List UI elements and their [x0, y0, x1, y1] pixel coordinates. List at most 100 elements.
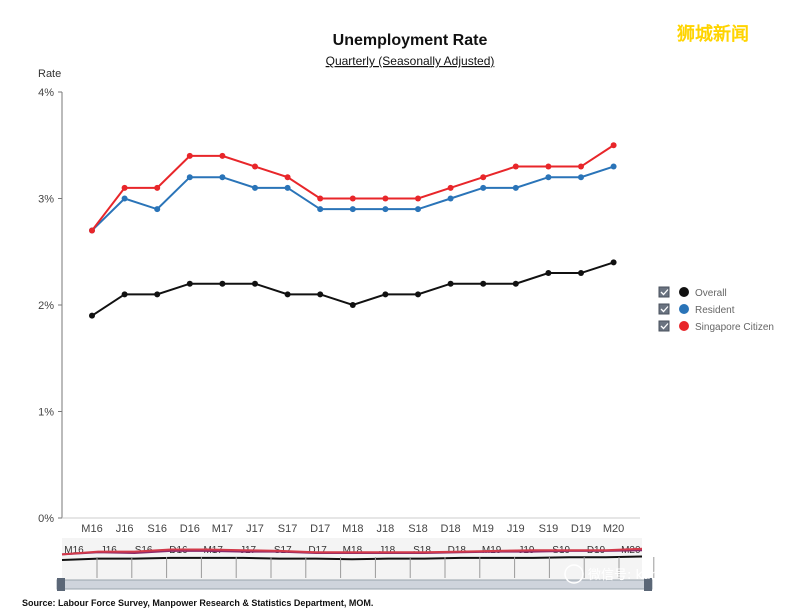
data-point[interactable]	[545, 163, 552, 170]
series-layer	[89, 142, 617, 319]
data-point[interactable]	[317, 195, 324, 202]
x-tick-label: M18	[342, 523, 363, 535]
data-point[interactable]	[89, 227, 95, 234]
data-point[interactable]	[512, 163, 519, 170]
x-tick-label: S18	[408, 523, 428, 535]
series-line	[91, 144, 615, 232]
x-tick-label: M20	[603, 523, 624, 535]
legend-label: Resident	[695, 305, 735, 316]
data-point[interactable]	[349, 206, 356, 213]
data-point[interactable]	[252, 280, 258, 287]
x-tick-label: D19	[571, 523, 591, 535]
data-point[interactable]	[284, 174, 291, 181]
data-point[interactable]	[252, 184, 258, 191]
navigator-left-handle[interactable]	[57, 578, 65, 591]
data-point[interactable]	[121, 184, 128, 191]
y-tick-label: 4%	[38, 87, 54, 99]
navigator-label: S18	[413, 545, 431, 556]
legend-item[interactable]: Overall	[658, 286, 727, 299]
data-point[interactable]	[154, 184, 161, 191]
data-point[interactable]	[415, 195, 421, 202]
check-icon	[660, 323, 669, 330]
navigator-scrollbar[interactable]	[56, 579, 653, 590]
data-point[interactable]	[349, 195, 356, 202]
y-tick-label: 3%	[38, 194, 54, 206]
wechat-icon	[564, 564, 584, 584]
data-point[interactable]	[219, 280, 226, 287]
wechat-label: 微信号: kanxinjiapo	[588, 568, 710, 583]
y-ticks: 0% 1% 2% 3% 4%	[38, 87, 62, 525]
data-point[interactable]	[121, 195, 128, 202]
data-point[interactable]	[382, 206, 389, 213]
data-point[interactable]	[610, 163, 617, 170]
navigator-lines	[61, 547, 643, 561]
data-point[interactable]	[415, 291, 421, 298]
wechat-overlay: 微信号: kanxinjiapo	[564, 564, 710, 584]
legend-checkbox[interactable]	[658, 286, 670, 298]
data-point[interactable]	[447, 280, 454, 287]
x-tick-label: J16	[116, 523, 134, 535]
x-tick-label: J19	[507, 523, 525, 535]
data-point[interactable]	[317, 206, 324, 213]
data-point[interactable]	[219, 152, 226, 159]
legend-checkbox[interactable]	[658, 303, 670, 315]
data-point[interactable]	[186, 152, 193, 159]
navigator-label: D18	[448, 545, 467, 556]
data-point[interactable]	[578, 270, 584, 277]
legend-swatch	[679, 287, 689, 297]
legend-label: Singapore Citizen	[695, 322, 774, 333]
data-point[interactable]	[512, 184, 519, 191]
data-point[interactable]	[219, 174, 226, 181]
data-point[interactable]	[89, 312, 95, 319]
data-point[interactable]	[545, 270, 552, 277]
data-point[interactable]	[447, 195, 454, 202]
x-tick-label: S16	[147, 523, 167, 535]
legend-item[interactable]: Singapore Citizen	[658, 320, 774, 333]
data-point[interactable]	[610, 142, 617, 149]
legend-item[interactable]: Resident	[658, 303, 735, 316]
navigator-label: D17	[308, 545, 327, 556]
x-tick-label: M19	[472, 523, 493, 535]
data-point[interactable]	[382, 291, 389, 298]
data-point[interactable]	[545, 174, 552, 181]
data-point[interactable]	[154, 206, 161, 213]
data-point[interactable]	[284, 291, 291, 298]
navigator-series-line	[61, 547, 643, 556]
navigator-right-handle[interactable]	[644, 578, 652, 591]
data-point[interactable]	[382, 195, 389, 202]
legend-label: Overall	[695, 288, 727, 299]
x-tick-label: M17	[212, 523, 233, 535]
x-tick-label: D18	[441, 523, 461, 535]
data-point[interactable]	[480, 174, 487, 181]
chart-title: Unemployment Rate	[333, 32, 488, 49]
data-point[interactable]	[447, 184, 454, 191]
data-point[interactable]	[415, 206, 421, 213]
data-point[interactable]	[480, 280, 487, 287]
navigator-series-line	[61, 555, 643, 561]
data-point[interactable]	[121, 291, 128, 298]
y-tick-label: 2%	[38, 300, 54, 312]
legend-checkbox[interactable]	[658, 320, 670, 332]
data-point[interactable]	[480, 184, 487, 191]
data-point[interactable]	[252, 163, 258, 170]
navigator-label: J18	[379, 545, 396, 556]
navigator-label: M16	[64, 545, 84, 556]
data-point[interactable]	[578, 163, 584, 170]
data-point[interactable]	[349, 302, 356, 308]
y-axis-label: Rate	[38, 68, 61, 80]
data-point[interactable]	[186, 174, 193, 181]
legend: Overall Resident Singapore Citizen	[658, 286, 774, 333]
x-tick-label: J18	[377, 523, 395, 535]
data-point[interactable]	[317, 291, 324, 298]
data-point[interactable]	[578, 174, 584, 181]
data-point[interactable]	[512, 280, 519, 287]
data-point[interactable]	[284, 184, 291, 191]
data-point[interactable]	[186, 280, 193, 287]
x-tick-label: D17	[310, 523, 330, 535]
x-tick-label: J17	[246, 523, 264, 535]
range-navigator[interactable]: M16 J16 S16 D16 M17 J17 S17 D17 M18 J18 S18 D18 M19 J…	[56, 538, 655, 591]
legend-swatch	[679, 321, 689, 331]
data-point[interactable]	[154, 291, 161, 298]
x-ticks: M16 J16 S16 D16 M17 J17 S17 D17 M18 J18 S18 D18 M19 J…	[81, 523, 624, 535]
data-point[interactable]	[610, 259, 617, 266]
